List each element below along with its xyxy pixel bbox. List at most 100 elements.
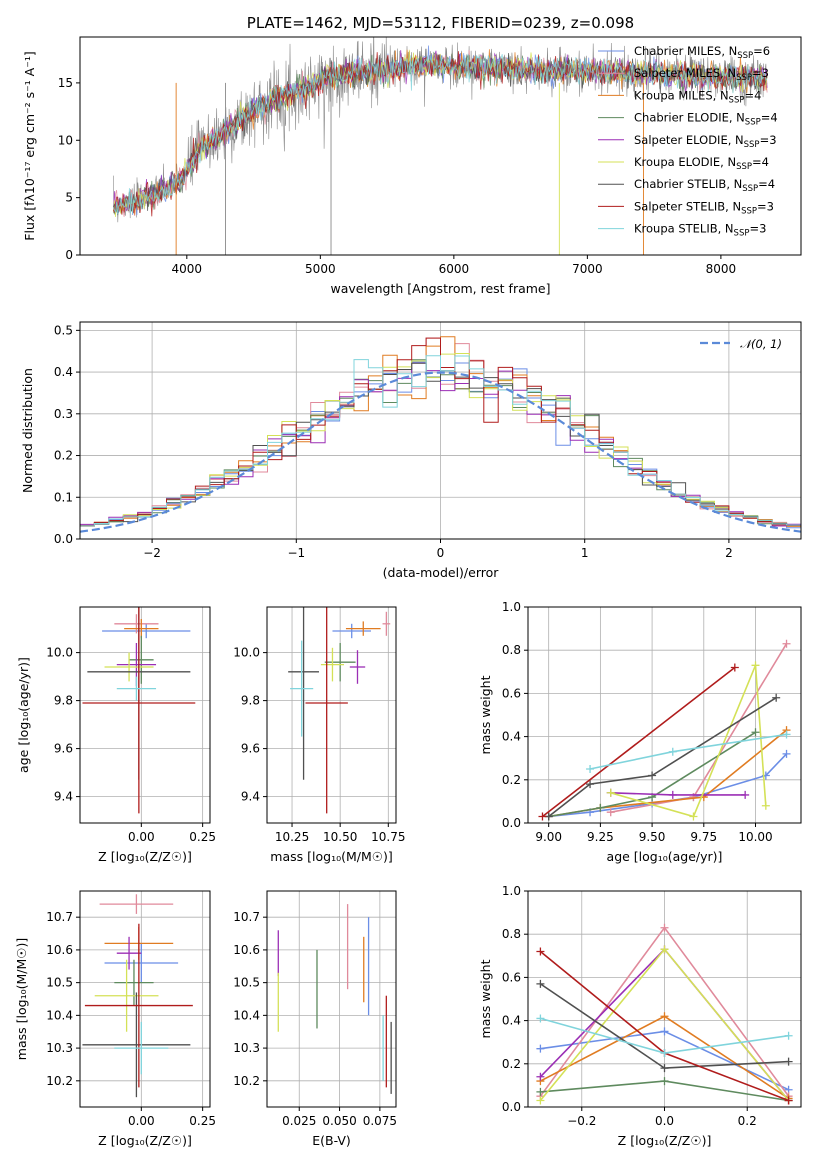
x-axis-label: age [log₁₀(age/yr)] [607,849,723,864]
data-point [114,1021,169,1075]
x-tick-label: 0.00 [128,830,155,844]
series-line [589,733,787,770]
data-point [94,959,159,1032]
y-tick-label: 0.2 [54,449,73,463]
x-axis-label: Z [log₁₀(Z/Z☉)] [98,1133,192,1148]
weight-series-line [544,693,781,821]
legend-label: Kroupa ELODIE, NSSP=4 [634,155,769,172]
data-point [124,619,159,639]
panel-age-vs-Z: 0.00 0.25 9.4 9.6 9.8 10.0 Z [log₁₀(Z/Z☉)] age … [16,606,216,864]
y-tick-label: 0.8 [502,643,521,657]
series-marker [536,979,545,988]
weight-series [538,639,791,821]
legend-entry: Kroupa MILES, NSSP=4 [598,88,761,105]
legend-label-sub: SSP [729,95,745,105]
series-marker [596,803,605,812]
y-tick-label: 10.3 [233,1041,260,1055]
data-point [116,676,157,701]
weight-series-line [536,1014,793,1057]
x-tick-label: 0.00 [128,1114,155,1128]
series-line [610,792,746,796]
y-tick-label: 0.0 [502,1100,521,1114]
residual-histogram [80,355,801,529]
y-axis-label: mass [log₁₀(M/M☉)] [14,938,29,1060]
x-tick-label: 9.25 [587,830,614,844]
y-tick-label: 9.8 [241,694,260,708]
data-point [104,943,179,983]
data-point [382,611,391,636]
weight-series-line [606,639,791,817]
x-tick-label: 9.50 [639,830,666,844]
legend-entry: Salpeter ELODIE, NSSP=3 [598,133,777,150]
series-marker [668,747,677,756]
series-marker [660,923,669,932]
legend-entry: Chabrier MILES, NSSP=6 [598,44,770,61]
y-axis-label: age [log₁₀(age/yr)] [16,657,31,773]
axes-frame [79,36,802,256]
series-marker [660,1027,669,1036]
series-marker [782,749,791,758]
y-tick-label: 10 [58,133,73,147]
x-axis-label: Z [log₁₀(Z/Z☉)] [98,849,192,864]
data-point [332,623,371,639]
legend-label-suffix: =4 [752,155,769,169]
legend-entry: Chabrier ELODIE, NSSP=4 [598,111,778,128]
legend-label-sub: SSP [741,206,757,216]
y-tick-label: 0.2 [502,773,521,787]
series-marker [586,780,595,789]
panel-mass-vs-EBV: 0.025 0.050 0.075 10.2 10.3 10.4 10.5 10.6 10.7 E… [233,890,397,1148]
y-tick-label: 9.6 [241,742,260,756]
data-point [114,959,154,1006]
x-axis-label: wavelength [Angstrom, rest frame] [330,281,550,296]
series-marker [784,1096,793,1105]
legend-label-sub: SSP [736,73,752,83]
x-axis-label: mass [log₁₀(M/M☉)] [270,849,392,864]
series-marker [538,812,547,821]
y-tick-label: 10.7 [233,910,260,924]
panel-mass-weight-vs-age: 9.00 9.25 9.50 9.75 10.00 0.0 0.2 0.4 0.6 0.8 1.0 a… [478,600,802,864]
data-point [116,936,142,970]
legend-label-suffix: =3 [757,199,774,213]
model-spectrum [113,49,768,218]
x-tick-label: 2 [725,546,733,560]
data-point [290,640,314,737]
y-tick-label: 9.8 [54,694,73,708]
y-tick-label: 10.4 [233,1008,260,1022]
x-axis-label: E(B-V) [312,1133,351,1148]
legend-label: Salpeter ELODIE, NSSP=3 [634,133,777,150]
y-tick-label: 0.0 [502,816,521,830]
y-tick-label: 15 [58,76,73,90]
data-point [114,614,159,634]
normal-curve [80,371,801,533]
legend-label-sub: SSP [737,51,753,61]
series-marker [751,661,760,670]
panel-mass-vs-Z: 0.00 0.25 10.2 10.3 10.4 10.5 10.6 10.7 Z [log₁₀… [14,890,216,1148]
x-tick-label: 0.25 [189,830,216,844]
axes-frame [527,606,802,824]
y-tick-label: 10.6 [233,943,260,957]
legend-label-suffix: =4 [758,177,775,191]
y-tick-label: 10.3 [46,1041,73,1055]
axes-frame [79,606,211,824]
legend-label: Salpeter MILES, NSSP=3 [634,66,769,83]
x-tick-label: 9.75 [690,830,717,844]
y-tick-label: 1.0 [502,884,521,898]
x-tick-label: 0.2 [738,1114,757,1128]
legend-label-sub: SSP [736,162,752,172]
y-tick-label: 9.4 [241,790,260,804]
series-line [542,666,736,818]
legend-label-main: Salpeter STELIB, N [634,199,741,213]
legend-label-main: Salpeter ELODIE, N [634,133,744,147]
data-point [99,894,174,914]
series-marker [741,790,750,799]
panel-mass-weight-vs-Z: −0.2 0.0 0.2 0.0 0.2 0.4 0.6 0.8 1.0 Z [log₁₀(Z/Z… [478,884,802,1148]
series-marker [784,1057,793,1066]
series-marker [660,1064,669,1073]
legend-label: Chabrier ELODIE, NSSP=4 [634,111,778,128]
axes-frame [79,321,802,540]
x-tick-label: −0.2 [567,1114,596,1128]
legend-entry: Kroupa ELODIE, NSSP=4 [598,155,769,172]
legend-label-main: Kroupa ELODIE, N [634,155,736,169]
series-marker [782,639,791,648]
